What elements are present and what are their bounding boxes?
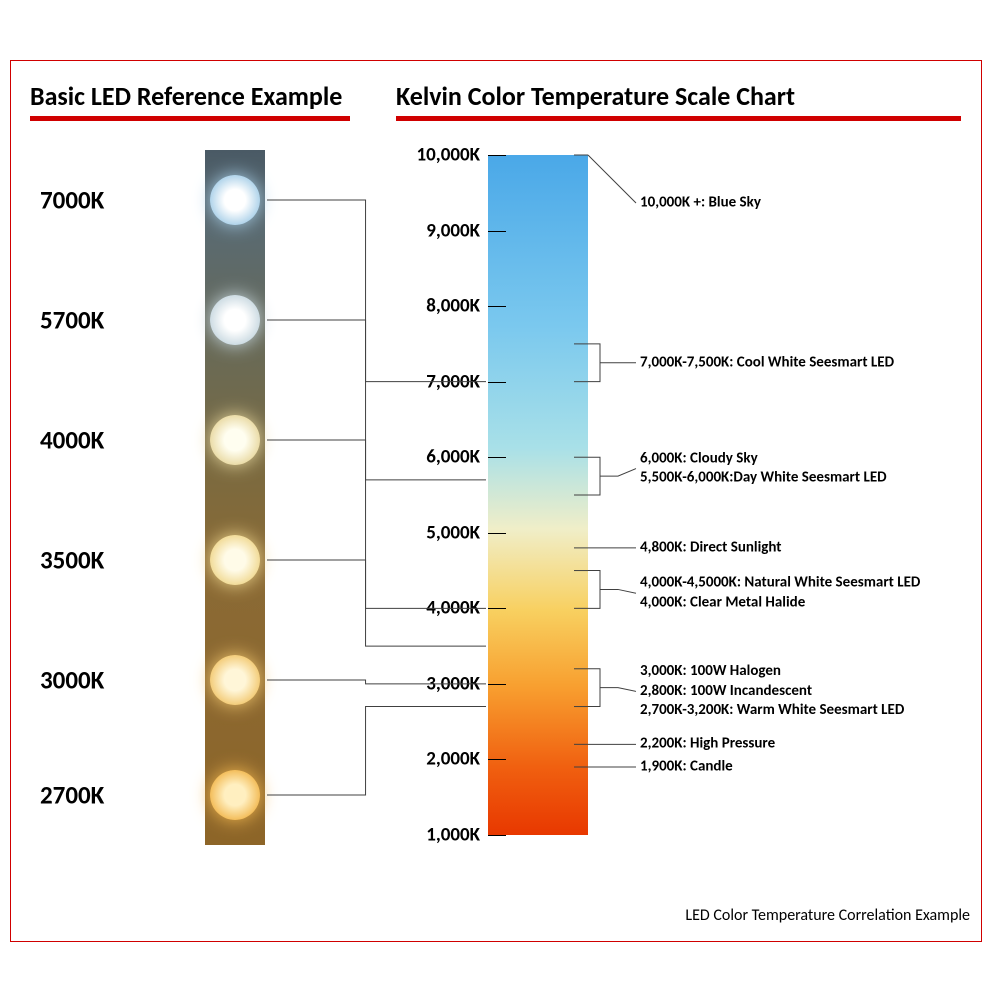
led-temp-label: 4000K xyxy=(40,425,104,456)
kelvin-description: 4,000K-4,5000K: Natural White Seesmart L… xyxy=(640,574,920,613)
led-temp-label: 7000K xyxy=(40,185,104,216)
header-underline-0 xyxy=(30,116,350,121)
led-bulb xyxy=(210,655,260,705)
kelvin-tick-label: 9,000K xyxy=(380,219,480,242)
led-bulb xyxy=(210,535,260,585)
kelvin-tick-mark xyxy=(488,231,506,232)
kelvin-tick-label: 6,000K xyxy=(380,446,480,469)
kelvin-tick-label: 2,000K xyxy=(380,748,480,771)
header-right: Kelvin Color Temperature Scale Chart xyxy=(396,80,795,112)
led-bulb xyxy=(210,415,260,465)
kelvin-tick-mark xyxy=(488,684,506,685)
kelvin-description: 7,000K-7,500K: Cool White Seesmart LED xyxy=(640,353,894,373)
header-underline-1 xyxy=(396,116,961,121)
kelvin-description: 10,000K +: Blue Sky xyxy=(640,193,761,213)
kelvin-tick-label: 4,000K xyxy=(380,597,480,620)
footer-caption: LED Color Temperature Correlation Exampl… xyxy=(685,906,970,925)
kelvin-tick-mark xyxy=(488,835,506,836)
kelvin-tick-label: 1,000K xyxy=(380,824,480,847)
kelvin-tick-mark xyxy=(488,457,506,458)
kelvin-tick-label: 8,000K xyxy=(380,295,480,318)
kelvin-description: 1,900K: Candle xyxy=(640,757,733,777)
kelvin-tick-mark xyxy=(488,382,506,383)
kelvin-tick-mark xyxy=(488,533,506,534)
led-bulb xyxy=(210,295,260,345)
led-temp-label: 5700K xyxy=(40,305,104,336)
kelvin-tick-mark xyxy=(488,759,506,760)
led-bulb xyxy=(210,770,260,820)
led-temp-label: 2700K xyxy=(40,780,104,811)
kelvin-tick-mark xyxy=(488,608,506,609)
kelvin-tick-mark xyxy=(488,155,506,156)
kelvin-description: 3,000K: 100W Halogen2,800K: 100W Incande… xyxy=(640,662,904,721)
kelvin-tick-label: 5,000K xyxy=(380,521,480,544)
led-bulb xyxy=(210,175,260,225)
kelvin-description: 4,800K: Direct Sunlight xyxy=(640,538,782,558)
header-left: Basic LED Reference Example xyxy=(30,80,342,112)
led-strip xyxy=(205,150,265,845)
kelvin-description: 2,200K: High Pressure xyxy=(640,735,775,755)
kelvin-tick-label: 3,000K xyxy=(380,672,480,695)
led-temp-label: 3000K xyxy=(40,665,104,696)
led-temp-label: 3500K xyxy=(40,545,104,576)
kelvin-tick-label: 7,000K xyxy=(380,370,480,393)
kelvin-description: 6,000K: Cloudy Sky5,500K-6,000K:Day Whit… xyxy=(640,449,887,488)
kelvin-tick-mark xyxy=(488,306,506,307)
kelvin-tick-label: 10,000K xyxy=(380,144,480,167)
kelvin-gradient-bar xyxy=(488,155,588,835)
